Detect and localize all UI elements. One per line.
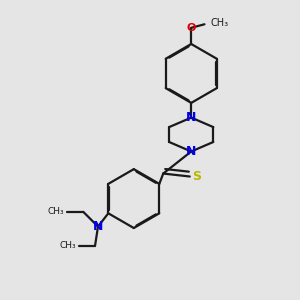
Text: O: O: [187, 23, 196, 33]
Text: N: N: [186, 111, 196, 124]
Text: CH₃: CH₃: [47, 207, 64, 216]
Text: S: S: [193, 170, 202, 183]
Text: CH₃: CH₃: [210, 18, 229, 28]
Text: CH₃: CH₃: [59, 241, 76, 250]
Text: N: N: [93, 220, 103, 233]
Text: N: N: [186, 145, 196, 158]
